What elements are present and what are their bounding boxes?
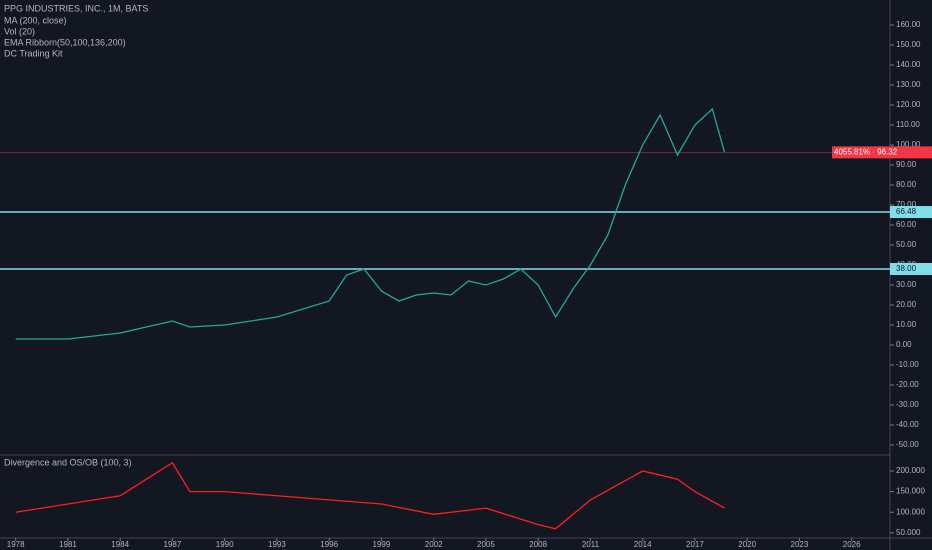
x-tick-label: 1999 (373, 540, 391, 549)
x-tick-label: 1993 (268, 540, 286, 549)
x-tick-label: 2017 (686, 540, 704, 549)
legend-entry: DC Trading Kit (4, 48, 63, 58)
y-tick-label: -20.00 (896, 380, 919, 389)
x-tick-label: 1987 (164, 540, 182, 549)
y-tick-label: 80.00 (896, 180, 917, 189)
legend-entry: EMA Ribborn(50,100,136,200) (4, 37, 126, 47)
x-tick-label: 2011 (582, 540, 600, 549)
level-tag (890, 263, 932, 275)
level-label: 66.48 (896, 207, 917, 216)
level-label: 38.00 (896, 264, 917, 273)
x-tick-label: 2002 (425, 540, 443, 549)
y-tick-label: 30.00 (896, 280, 917, 289)
x-tick-label: 2023 (791, 540, 809, 549)
x-tick-label: 2020 (738, 540, 756, 549)
current-price-label: 4055.81% · 96.32 (834, 147, 898, 156)
y-tick-label: 20.00 (896, 300, 917, 309)
y-tick-label: 150.000 (896, 487, 925, 496)
y-tick-label: 130.00 (896, 80, 921, 89)
current-price-tag (832, 146, 932, 159)
x-tick-label: 1984 (111, 540, 129, 549)
y-tick-label: 70.00 (896, 200, 917, 209)
y-tick-label: 100.00 (896, 140, 921, 149)
y-tick-label: 60.00 (896, 220, 917, 229)
y-tick-label: 160.00 (896, 20, 921, 29)
y-tick-label: 110.00 (896, 120, 920, 129)
x-tick-label: 1990 (216, 540, 234, 549)
y-tick-label: 100.000 (896, 507, 925, 516)
y-tick-label: 10.00 (896, 320, 917, 329)
y-tick-label: 200.000 (896, 466, 925, 475)
legend-entry: Vol (20) (4, 26, 35, 36)
y-tick-label: 50.000 (896, 528, 921, 537)
y-tick-label: -30.00 (896, 400, 919, 409)
y-tick-label: 50.00 (896, 240, 917, 249)
legend-title: PPG INDUSTRIES, INC., 1M, BATS (4, 3, 148, 13)
series-line (15, 107, 726, 340)
y-tick-label: 140.00 (896, 60, 921, 69)
x-tick-label: 2014 (634, 540, 652, 549)
series-line (15, 461, 725, 530)
legend-entry: MA (200, close) (4, 15, 67, 25)
x-tick-label: 1996 (320, 540, 338, 549)
y-tick-label: 150.00 (896, 40, 921, 49)
pane-title: Divergence and OS/OB (100, 3) (4, 457, 132, 467)
y-tick-label: 90.00 (896, 160, 917, 169)
x-tick-label: 2026 (843, 540, 861, 549)
y-tick-label: 0.00 (896, 340, 912, 349)
x-tick-label: 1981 (59, 540, 77, 549)
x-tick-label: 2005 (477, 540, 495, 549)
level-tag (890, 206, 932, 219)
x-tick-label: 1978 (7, 540, 25, 549)
y-tick-label: -50.00 (896, 440, 919, 449)
y-tick-label: -10.00 (896, 360, 919, 369)
x-tick-label: 2008 (529, 540, 547, 549)
y-tick-label: 120.00 (896, 100, 921, 109)
y-tick-label: -40.00 (896, 420, 919, 429)
